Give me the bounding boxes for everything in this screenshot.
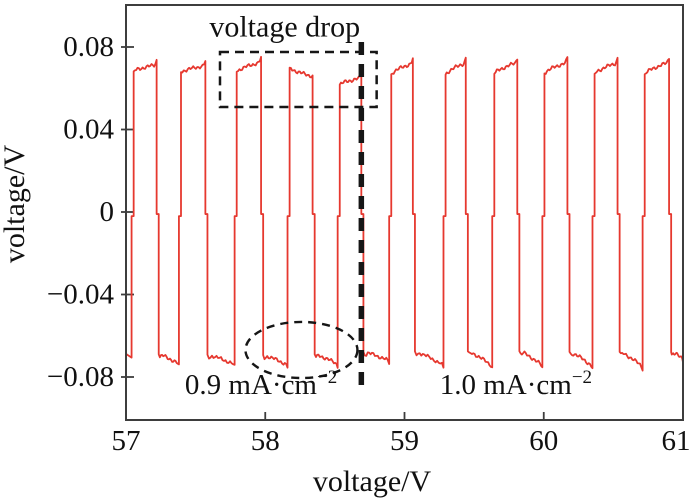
x-tick-label: 60 [529, 425, 558, 457]
x-tick-label: 61 [662, 425, 691, 457]
y-tick-label: −0.08 [47, 361, 114, 393]
x-tick-label: 59 [390, 425, 419, 457]
x-tick-label: 57 [112, 425, 141, 457]
x-axis-title: voltage/V [313, 465, 432, 498]
current-density-label-right: 1.0 mA·cm−2 [440, 367, 592, 401]
y-tick-label: 0.04 [63, 114, 114, 146]
current-density-label-left: 0.9 mA·cm−2 [185, 367, 337, 401]
plot-frame [125, 4, 684, 421]
voltage-drop-box [218, 50, 378, 109]
x-tick-label: 58 [251, 425, 280, 457]
y-tick-label: −0.04 [47, 279, 115, 311]
voltage-dip-ellipse [244, 320, 359, 380]
voltage-drop-label: voltage drop [209, 10, 360, 43]
y-tick-label: 0 [100, 196, 115, 228]
voltage-trace [125, 55, 684, 372]
y-tick-label: 0.08 [63, 31, 114, 63]
y-axis-title: voltage/V [0, 145, 31, 264]
